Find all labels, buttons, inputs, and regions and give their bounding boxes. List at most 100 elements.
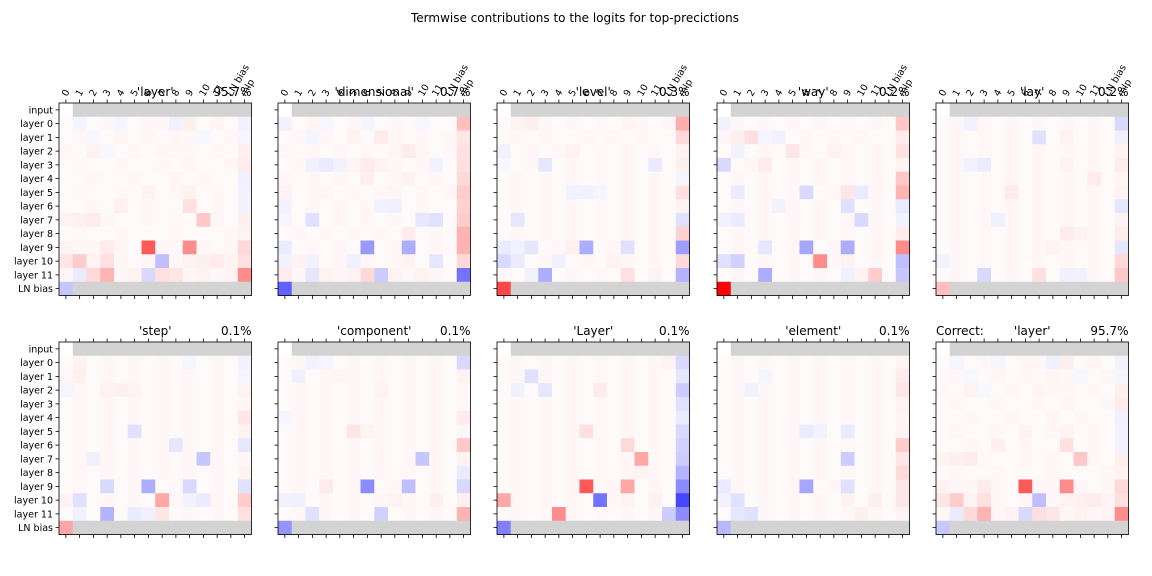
heatmap-cell bbox=[607, 507, 622, 522]
heatmap-cell bbox=[1046, 199, 1061, 214]
heatmap-cell bbox=[59, 355, 74, 370]
heatmap-cell bbox=[579, 130, 594, 145]
heatmap-cell bbox=[72, 171, 87, 186]
heatmap-cell bbox=[977, 103, 992, 118]
heatmap-cell bbox=[799, 452, 814, 467]
heatmap-cell bbox=[868, 479, 883, 494]
heatmap-cell bbox=[278, 171, 293, 186]
heatmap-cell bbox=[1114, 342, 1129, 357]
heatmap-cell bbox=[662, 130, 677, 145]
heatmap-cell bbox=[127, 103, 142, 118]
heatmap-cell bbox=[868, 268, 883, 283]
heatmap-cell bbox=[1018, 342, 1033, 357]
heatmap-cell bbox=[388, 185, 403, 200]
heatmap-cell bbox=[827, 185, 842, 200]
heatmap-cell bbox=[360, 355, 375, 370]
heatmap-cell bbox=[305, 199, 320, 214]
heatmap-cell bbox=[717, 465, 732, 480]
heatmap-cell bbox=[388, 520, 403, 535]
panel-frame bbox=[716, 341, 910, 535]
heatmap-cell bbox=[291, 268, 306, 283]
heatmap-cell bbox=[374, 116, 389, 131]
heatmap-cell bbox=[799, 213, 814, 228]
heatmap-cell bbox=[388, 199, 403, 214]
heatmap-cell bbox=[127, 507, 142, 522]
heatmap-cell bbox=[415, 268, 430, 283]
heatmap-cell bbox=[1087, 424, 1102, 439]
heatmap-cell bbox=[141, 438, 156, 453]
heatmap-cell bbox=[510, 369, 525, 384]
heatmap-cell bbox=[552, 369, 567, 384]
heatmap-cell bbox=[59, 342, 74, 357]
heatmap-cell bbox=[854, 144, 869, 159]
heatmap-cell bbox=[675, 103, 690, 118]
heatmap-cell bbox=[882, 507, 897, 522]
y-tick-label: layer 2 bbox=[20, 147, 53, 158]
heatmap-cell bbox=[155, 452, 170, 467]
heatmap-cell bbox=[949, 438, 964, 453]
heatmap-cell bbox=[127, 493, 142, 508]
heatmap-cell bbox=[977, 185, 992, 200]
x-tick-label: 9 bbox=[1061, 88, 1074, 99]
heatmap-cell bbox=[1046, 465, 1061, 480]
heatmap-cell bbox=[1018, 438, 1033, 453]
heatmap-cell bbox=[86, 369, 101, 384]
heatmap-cell bbox=[785, 507, 800, 522]
heatmap-cell bbox=[360, 130, 375, 145]
heatmap-cell bbox=[785, 268, 800, 283]
heatmap-cell bbox=[237, 397, 252, 412]
heatmap-cell bbox=[949, 452, 964, 467]
heatmap-cell bbox=[360, 397, 375, 412]
heatmap-cell bbox=[648, 226, 663, 241]
heatmap-cell bbox=[813, 507, 828, 522]
heatmap-cell bbox=[799, 171, 814, 186]
heatmap-cell bbox=[827, 281, 842, 296]
heatmap-cell bbox=[291, 254, 306, 269]
heatmap-cell bbox=[620, 144, 635, 159]
heatmap-cell bbox=[620, 281, 635, 296]
heatmap-cell bbox=[360, 479, 375, 494]
heatmap-cell bbox=[648, 355, 663, 370]
heatmap-cell bbox=[401, 383, 416, 398]
heatmap-cell bbox=[196, 144, 211, 159]
heatmap-cell bbox=[1046, 479, 1061, 494]
heatmap-cell bbox=[634, 281, 649, 296]
heatmap-cell bbox=[86, 438, 101, 453]
heatmap-cell bbox=[155, 493, 170, 508]
heatmap-cell bbox=[963, 438, 978, 453]
y-tick-label: layer 3 bbox=[20, 399, 53, 410]
heatmap-cell bbox=[963, 452, 978, 467]
heatmap-cell bbox=[497, 507, 512, 522]
heatmap-cell bbox=[634, 158, 649, 173]
x-tick-label: 2 bbox=[745, 88, 758, 99]
heatmap-cell bbox=[949, 424, 964, 439]
heatmap-cell bbox=[717, 226, 732, 241]
heatmap-cell bbox=[991, 342, 1006, 357]
heatmap-cell bbox=[772, 185, 787, 200]
heatmap-cell bbox=[1101, 213, 1116, 228]
heatmap-cell bbox=[593, 520, 608, 535]
heatmap-cell bbox=[388, 240, 403, 255]
heatmap-cell bbox=[497, 355, 512, 370]
heatmap-cell bbox=[524, 520, 539, 535]
heatmap-cell bbox=[868, 103, 883, 118]
heatmap-cell bbox=[538, 342, 553, 357]
heatmap-cell bbox=[1073, 465, 1088, 480]
heatmap-cell bbox=[854, 438, 869, 453]
heatmap-cell bbox=[360, 226, 375, 241]
heatmap-cell bbox=[675, 397, 690, 412]
heatmap-cell bbox=[155, 199, 170, 214]
heatmap-cell bbox=[456, 383, 471, 398]
heatmap-cell bbox=[882, 268, 897, 283]
heatmap-cell bbox=[882, 130, 897, 145]
x-tick-label: 10 bbox=[855, 83, 871, 99]
heatmap-cell bbox=[415, 103, 430, 118]
y-tick-label: layer 11 bbox=[14, 509, 53, 520]
heatmap-cell bbox=[813, 479, 828, 494]
heatmap-cell bbox=[868, 424, 883, 439]
heatmap-cell bbox=[1114, 424, 1129, 439]
heatmap-cell bbox=[319, 213, 334, 228]
heatmap-cell bbox=[1004, 507, 1019, 522]
heatmap-cell bbox=[882, 410, 897, 425]
